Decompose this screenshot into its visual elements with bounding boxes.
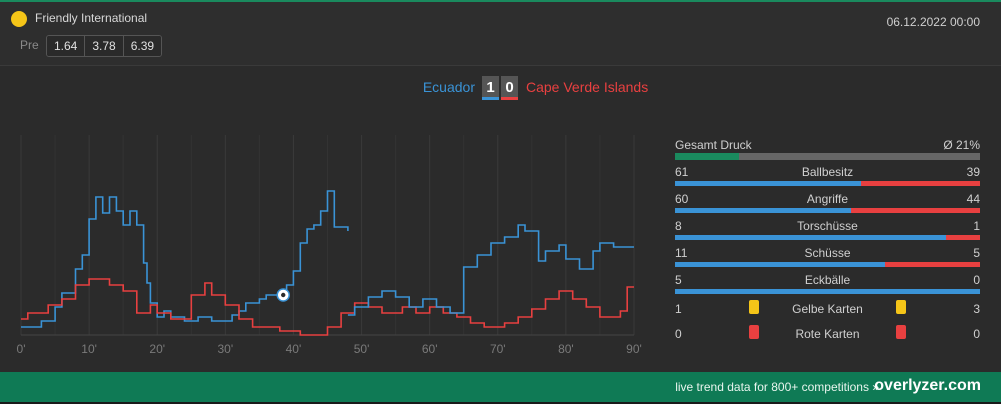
stat-angriffe: 60 Angriffe 44 [675,192,980,219]
stat-home-value: 60 [675,192,689,206]
stat-home-value: 11 [675,246,688,260]
stat-away-value: 5 [973,246,980,260]
stat-schuesse: 11 Schüsse 5 [675,246,980,273]
odds-home[interactable]: 1.64 [47,36,86,56]
x-tick-label: 20' [149,342,165,356]
card-home-value: 0 [675,327,682,341]
x-tick-label: 70' [490,342,506,356]
stat-pressure: Gesamt Druck Ø 21% [675,138,980,165]
pressure-bar-fill [675,153,740,160]
stat-bar [675,208,980,213]
card-label: Gelbe Karten [792,302,863,316]
odds-away[interactable]: 6.39 [123,36,162,56]
stats-panel: Gesamt Druck Ø 21% 61 Ballbesitz 39 60 A… [675,138,980,350]
stat-bar-fill [675,289,980,294]
home-score: 1 [482,76,499,100]
match-scoreline: Ecuador 1 0 Cape Verde Islands [0,74,1001,102]
stat-home-value: 5 [675,273,682,287]
x-tick-label: 10' [81,342,97,356]
home-team-name[interactable]: Ecuador [422,79,475,95]
stat-bar-fill [675,208,851,213]
soccer-ball-center [281,292,286,298]
red-card-icon [749,325,759,339]
x-tick-label: 50' [354,342,370,356]
x-tick-label: 40' [286,342,302,356]
stat-home-value: 8 [675,219,682,233]
x-tick-label: 90' [626,342,642,356]
stat-home-value: 61 [675,165,689,179]
series-line-cape-verde-islands [21,278,634,336]
stat-bar [675,262,980,267]
odds-group: 1.64 3.78 6.39 [46,35,163,57]
league-name[interactable]: Friendly International [35,11,148,25]
stat-eckbaelle: 5 Eckbälle 0 [675,273,980,300]
stat-bar [675,181,980,186]
x-tick-label: 30' [218,342,234,356]
away-score: 0 [501,76,518,100]
stat-label: Angriffe [806,192,849,206]
away-team-name[interactable]: Cape Verde Islands [526,79,649,95]
pressure-label: Gesamt Druck [675,138,752,152]
top-accent-line [0,0,1001,2]
trend-chart-svg: 0' 10' 20' 30' 40' 50' 60' 70' 80' 90' [17,135,642,356]
stat-bar-fill [675,181,862,186]
stat-yellow-cards: 1 Gelbe Karten 3 [675,300,980,325]
card-away-value: 0 [973,327,980,341]
card-label: Rote Karten [795,327,860,341]
stat-label: Eckbälle [804,273,851,287]
pressure-trend-chart[interactable]: 0' 10' 20' 30' 40' 50' 60' 70' 80' 90' [0,130,660,370]
stat-away-value: 44 [966,192,980,206]
match-header: Friendly International 06.12.2022 00:00 … [0,2,1001,66]
league-icon [11,11,27,27]
stat-ballbesitz: 61 Ballbesitz 39 [675,165,980,192]
stat-away-value: 1 [973,219,980,233]
x-tick-label: 60' [422,342,438,356]
red-card-icon [896,325,906,339]
yellow-card-icon [749,300,759,314]
stat-label: Torschüsse [797,219,858,233]
pre-odds-label: Pre [20,38,39,52]
stat-bar-fill [675,262,885,267]
odds-draw[interactable]: 3.78 [85,36,124,56]
stat-bar [675,235,980,240]
stat-bar-fill [675,235,947,240]
match-datetime: 06.12.2022 00:00 [886,15,980,29]
bottom-line [0,402,1001,404]
card-home-value: 1 [675,302,682,316]
series-line-ecuador [347,224,634,316]
stat-label: Schüsse [804,246,851,260]
card-away-value: 3 [973,302,980,316]
yellow-card-icon [896,300,906,314]
x-tick-label: 0' [17,342,26,356]
stat-red-cards: 0 Rote Karten 0 [675,325,980,350]
stat-bar [675,289,980,294]
x-tick-label: 80' [558,342,574,356]
brand-logo[interactable]: overlyzer.com [874,377,981,394]
footer-text[interactable]: live trend data for 800+ competitions » [675,380,879,394]
footer-banner[interactable]: live trend data for 800+ competitions » … [0,372,1001,402]
stat-away-value: 0 [973,273,980,287]
stat-away-value: 39 [966,165,980,179]
stat-label: Ballbesitz [801,165,854,179]
pressure-bar [675,153,980,160]
pressure-value: Ø 21% [943,138,980,152]
stat-torschuesse: 8 Torschüsse 1 [675,219,980,246]
series-line-ecuador [21,190,349,328]
